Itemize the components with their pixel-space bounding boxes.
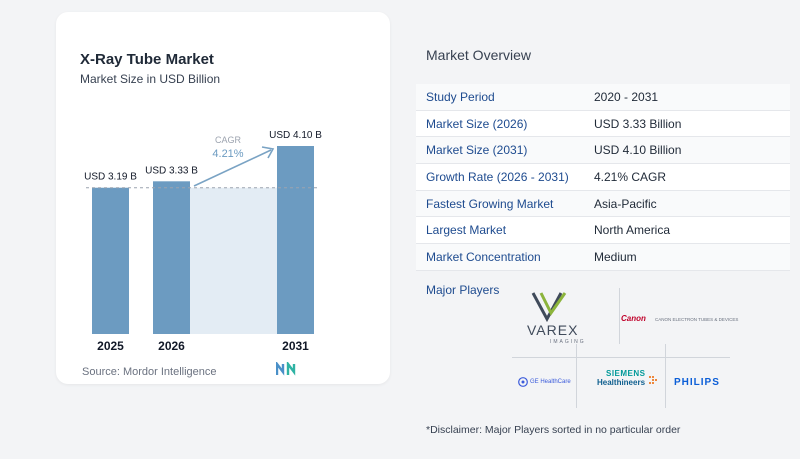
canon-logo-subtext: CANON ELECTRON TUBES & DEVICES <box>655 317 739 322</box>
row-value: Medium <box>594 249 637 264</box>
overview-row: Market Size (2026) USD 3.33 Billion <box>416 110 790 138</box>
varex-logo-subtext: IMAGING <box>550 339 586 345</box>
healthineers-logo-text: Healthineers <box>597 378 646 387</box>
row-value: USD 3.33 Billion <box>594 116 682 131</box>
overview-row: Market Concentration Medium <box>416 244 790 271</box>
philips-logo-text: PHILIPS <box>674 377 720 388</box>
row-value: North America <box>594 223 671 238</box>
row-value: USD 4.10 Billion <box>594 143 682 158</box>
varex-logo-text: VAREX <box>527 322 579 338</box>
overview-row: Largest Market North America <box>416 217 790 245</box>
divider <box>512 357 730 358</box>
row-label: Market Size (2026) <box>426 116 528 131</box>
disclaimer-text: *Disclaimer: Major Players sorted in no … <box>426 424 681 436</box>
overview-row: Fastest Growing Market Asia-Pacific <box>416 190 790 218</box>
row-value: 2020 - 2031 <box>594 89 659 104</box>
overview-title: Market Overview <box>426 47 532 63</box>
row-label: Market Concentration <box>426 249 541 264</box>
divider <box>619 288 620 344</box>
chart-title: X-Ray Tube Market <box>80 51 214 68</box>
ge-healthcare-logo-text: GE HealthCare <box>530 379 571 385</box>
varex-logo-icon <box>531 292 567 323</box>
ge-healthcare-logo-icon <box>518 377 528 387</box>
siemens-logo-text: SIEMENS <box>606 369 646 378</box>
row-label: Largest Market <box>426 223 507 238</box>
row-label: Growth Rate (2026 - 2031) <box>426 169 569 184</box>
row-label: Study Period <box>426 89 495 104</box>
row-label: Market Size (2031) <box>426 143 528 158</box>
overview-row: Study Period 2020 - 2031 <box>416 84 790 111</box>
overview-row: Market Size (2031) USD 4.10 Billion <box>416 137 790 165</box>
divider <box>665 344 666 408</box>
source-text: Source: Mordor Intelligence <box>82 366 217 378</box>
row-value: 4.21% CAGR <box>594 169 667 184</box>
major-players-title: Major Players <box>426 283 500 297</box>
divider <box>576 344 577 408</box>
row-value: Asia-Pacific <box>594 196 657 211</box>
canon-logo-text: Canon <box>621 314 646 323</box>
chart-subtitle: Market Size in USD Billion <box>80 72 221 86</box>
overview-table: Study Period 2020 - 2031 Market Size (202… <box>416 84 790 271</box>
overview-row: Growth Rate (2026 - 2031) 4.21% CAGR <box>416 164 790 191</box>
healthineers-dots-icon <box>649 376 657 384</box>
row-label: Fastest Growing Market <box>426 196 554 211</box>
mordor-logo-icon <box>276 362 296 376</box>
